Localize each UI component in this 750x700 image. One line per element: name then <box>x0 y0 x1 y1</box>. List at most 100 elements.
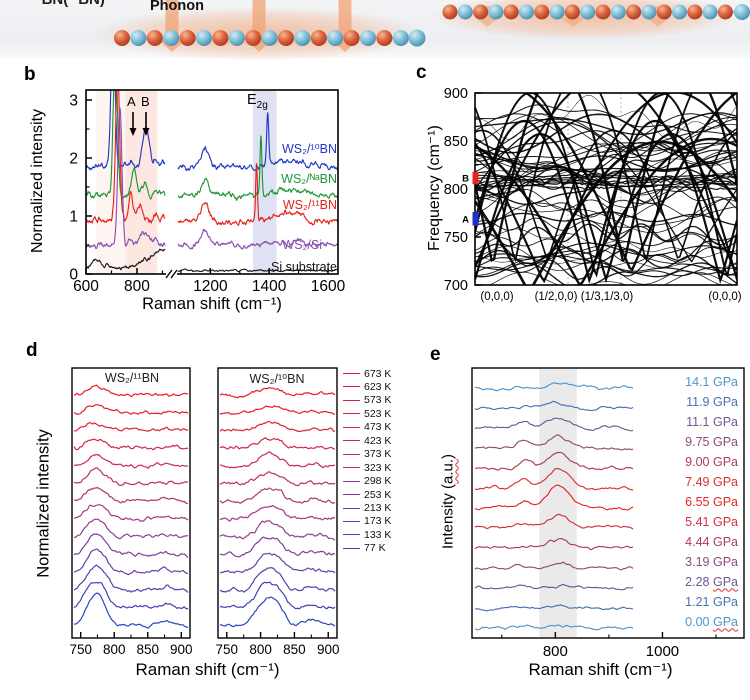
pressure-label: 11.1 GPa <box>686 414 738 429</box>
spectrum-curve <box>73 453 189 469</box>
spectrum-curve <box>73 486 189 505</box>
pressure-label: 4.44 GPa <box>685 534 738 549</box>
spectrum-curve <box>219 487 336 504</box>
nitrogen-atom <box>261 30 278 46</box>
legend-label: 323 K <box>364 461 392 474</box>
panel-c-ylabel: Frequency (cm⁻¹) <box>426 125 443 251</box>
svg-text:(0,0,0): (0,0,0) <box>480 291 513 303</box>
phonon-band <box>475 175 737 182</box>
shaded-band <box>253 90 277 274</box>
boron-atom <box>310 30 327 46</box>
svg-text:900: 900 <box>317 642 340 657</box>
svg-text:800: 800 <box>249 642 272 657</box>
legend-item: 253 K <box>343 488 391 501</box>
boron-atom <box>146 30 163 46</box>
svg-text:800: 800 <box>124 278 150 295</box>
spectrum-curve <box>177 112 338 172</box>
boron-atom <box>534 4 550 20</box>
legend-line-swatch <box>343 534 360 536</box>
legend-line-swatch <box>343 507 360 509</box>
legend-label: 298 K <box>364 475 392 488</box>
down-arrow-icon <box>129 128 137 136</box>
svg-text:850: 850 <box>283 642 306 657</box>
svg-text:(1/2,0,0): (1/2,0,0) <box>535 291 578 303</box>
spectrum-curve <box>219 536 335 558</box>
phonon-band <box>475 179 737 186</box>
phonon-schematic <box>0 0 750 61</box>
panel-d-xlabel: Raman shift (cm⁻¹) <box>135 660 280 679</box>
svg-text:750: 750 <box>69 642 92 657</box>
spectrum-curve <box>474 604 634 612</box>
svg-text:900: 900 <box>444 86 468 102</box>
nitrogen-atom <box>360 30 376 46</box>
phonon-band <box>475 250 737 275</box>
isotope-label: ¹⁰BN(¹¹BN) <box>30 0 105 8</box>
temperature-raman-plot: 750 800 850 900 <box>215 367 340 657</box>
boron-atom <box>687 4 703 20</box>
legend-line-swatch <box>343 480 360 482</box>
boron-atom <box>114 30 130 46</box>
nitrogen-atom <box>734 4 750 20</box>
phonon-band <box>475 186 737 218</box>
atom-chain <box>114 0 426 52</box>
phonon-band <box>475 113 737 154</box>
nitrogen-atom <box>327 30 344 46</box>
series-label: WS₂/¹¹BN <box>282 198 337 212</box>
legend-line-swatch <box>343 413 360 415</box>
spectrum-curve <box>219 581 336 610</box>
phonon-band <box>475 104 737 133</box>
boron-atom <box>179 30 196 46</box>
nitrogen-atom <box>488 4 504 20</box>
phonon-band <box>475 116 737 157</box>
panel-d-ylabel: Normalized intensity <box>34 429 53 578</box>
legend-line-swatch <box>343 386 360 388</box>
panel-e-ylabel: Intensity (a.u.) <box>439 453 457 550</box>
spectrum-curve <box>177 228 338 250</box>
spectrum-curve <box>73 384 189 398</box>
boron-atom <box>442 4 458 20</box>
shaded-band <box>539 369 577 637</box>
pressure-label: 3.19 GPa <box>685 554 738 569</box>
panel-b-xlabel: Raman shift (cm⁻¹) <box>142 295 282 313</box>
panel-letter-d: d <box>26 340 38 361</box>
nitrogen-atom <box>641 4 657 20</box>
series-label: WS₂/ᴺᵃBN <box>281 172 337 186</box>
boron-atom <box>245 30 262 46</box>
phonon-band <box>475 113 737 153</box>
nitrogen-atom <box>163 30 180 46</box>
legend-item: 473 K <box>343 421 391 434</box>
panel-letter-e: e <box>430 344 441 365</box>
legend-label: 573 K <box>364 394 392 407</box>
boron-atom <box>564 4 580 20</box>
spectrum-curve <box>86 106 166 250</box>
legend-item: 423 K <box>343 434 391 447</box>
pressure-label: 6.55 GPa <box>685 494 738 509</box>
boron-atom <box>595 4 611 20</box>
pressure-label: 5.41 GPa <box>685 514 738 529</box>
panel-b-ylabel: Normalized intensity <box>29 108 46 254</box>
svg-text:(0,0,0): (0,0,0) <box>708 291 741 303</box>
spectrum-curve <box>474 434 634 451</box>
temperature-raman-plot: 750 800 850 900 <box>69 367 193 657</box>
boron-atom <box>212 30 229 46</box>
spectrum-curve <box>73 421 189 432</box>
svg-text:700: 700 <box>444 278 468 294</box>
pressure-label: 0.00 GPa <box>685 614 738 629</box>
boron-atom <box>376 30 393 46</box>
spectrum-curve <box>73 581 189 610</box>
nitrogen-atom <box>294 30 311 46</box>
spectrum-curve <box>219 596 336 628</box>
legend-label: 133 K <box>364 528 392 541</box>
panel-letter-c: c <box>416 62 427 83</box>
legend-item: 573 K <box>343 394 391 407</box>
spectrum-curve <box>219 504 336 522</box>
pressure-raman-plot: 800 1000 <box>471 367 745 660</box>
legend-item: 213 K <box>343 502 391 515</box>
spectrum-curve <box>73 404 189 415</box>
phonon-label: Phonon <box>150 0 204 14</box>
legend-label: 253 K <box>364 488 392 501</box>
svg-text:1200: 1200 <box>193 278 228 295</box>
spectrum-curve <box>474 583 634 591</box>
